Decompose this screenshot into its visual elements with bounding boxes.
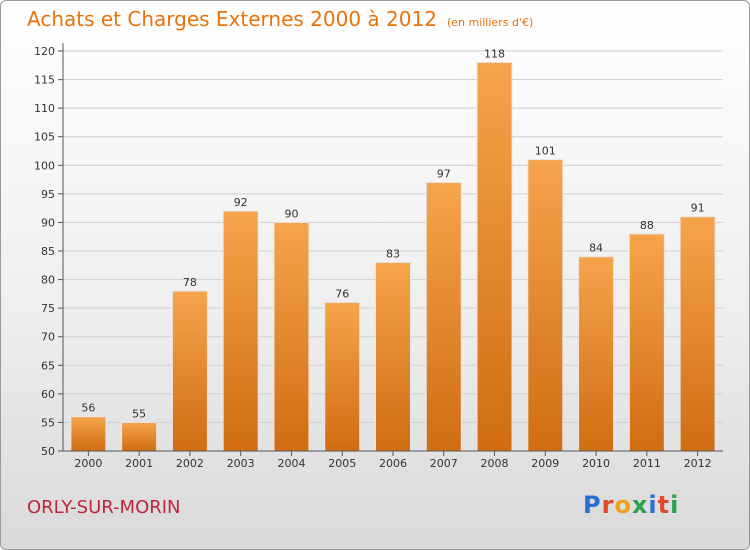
x-tick-label-2012: 2012 bbox=[684, 457, 712, 470]
chart-title-text: Achats et Charges Externes 2000 à 2012 bbox=[27, 7, 437, 31]
y-tick-label: 65 bbox=[41, 359, 55, 372]
y-tick-label: 90 bbox=[41, 216, 55, 229]
x-tick-label-2009: 2009 bbox=[531, 457, 559, 470]
y-tick-label: 105 bbox=[34, 131, 55, 144]
value-label-2006: 83 bbox=[386, 247, 400, 260]
chart-subtitle: (en milliers d'€) bbox=[446, 16, 534, 29]
value-label-2001: 55 bbox=[132, 407, 146, 420]
y-tick-label: 95 bbox=[41, 188, 55, 201]
bar-2007 bbox=[425, 181, 462, 452]
value-label-2012: 91 bbox=[691, 202, 705, 215]
value-label-2011: 88 bbox=[640, 219, 654, 232]
y-tick-label: 120 bbox=[34, 45, 55, 58]
labels: 56 55 78 92 90 76 83 97 118 101 84 88 91 bbox=[81, 47, 704, 420]
x-tick-label-2010: 2010 bbox=[582, 457, 610, 470]
x-tick-label-2007: 2007 bbox=[430, 457, 458, 470]
y-tick-label: 70 bbox=[41, 331, 55, 344]
bar-2009 bbox=[527, 159, 564, 452]
value-label-2008: 118 bbox=[484, 47, 505, 60]
x-tick-label-2002: 2002 bbox=[176, 457, 204, 470]
y-tick-label: 50 bbox=[41, 445, 55, 458]
y-tick-label: 80 bbox=[41, 274, 55, 287]
x-tick-label-2004: 2004 bbox=[277, 457, 305, 470]
bars bbox=[70, 61, 716, 452]
value-label-2005: 76 bbox=[335, 287, 349, 300]
town-name: ORLY-SUR-MORIN bbox=[27, 497, 181, 518]
y-tick-label: 110 bbox=[34, 102, 55, 115]
x-tick-label-2005: 2005 bbox=[328, 457, 356, 470]
bar-2001 bbox=[121, 421, 158, 452]
bar-2003 bbox=[222, 210, 259, 452]
bar-2010 bbox=[578, 256, 615, 452]
bar-2008 bbox=[476, 61, 513, 452]
bar-2011 bbox=[628, 233, 665, 452]
bar-2000 bbox=[70, 416, 107, 452]
y-tick-label: 60 bbox=[41, 388, 55, 401]
y-tick-label: 100 bbox=[34, 159, 55, 172]
value-label-2007: 97 bbox=[437, 167, 451, 180]
x-tick-label-2000: 2000 bbox=[74, 457, 102, 470]
chart-title: Achats et Charges Externes 2000 à 2012 (e… bbox=[27, 7, 533, 31]
bar-2005 bbox=[324, 301, 361, 452]
bar-2006 bbox=[375, 261, 411, 452]
bar-2012 bbox=[679, 216, 716, 452]
proxiti-logo[interactable]: Proxiti bbox=[583, 491, 680, 519]
x-tick-label-2003: 2003 bbox=[227, 457, 255, 470]
value-label-2000: 56 bbox=[81, 402, 95, 415]
value-label-2003: 92 bbox=[234, 196, 248, 209]
x-tick-label-2011: 2011 bbox=[633, 457, 661, 470]
x-tick-label-2006: 2006 bbox=[379, 457, 407, 470]
y-tick-label: 75 bbox=[41, 302, 55, 315]
bar-2002 bbox=[171, 290, 208, 452]
value-label-2009: 101 bbox=[535, 145, 556, 158]
value-label-2004: 90 bbox=[284, 207, 298, 220]
y-tick-label: 85 bbox=[41, 245, 55, 258]
value-label-2010: 84 bbox=[589, 242, 603, 255]
y-tick-label: 115 bbox=[34, 74, 55, 87]
value-label-2002: 78 bbox=[183, 276, 197, 289]
y-tick-label: 55 bbox=[41, 416, 55, 429]
bar-2004 bbox=[273, 221, 310, 452]
x-tick-label-2008: 2008 bbox=[481, 457, 509, 470]
x-tick-label-2001: 2001 bbox=[125, 457, 153, 470]
axes: 50 55 60 65 70 75 80 85 90 95 100 105 110 115 120 2000 2… bbox=[34, 43, 723, 470]
